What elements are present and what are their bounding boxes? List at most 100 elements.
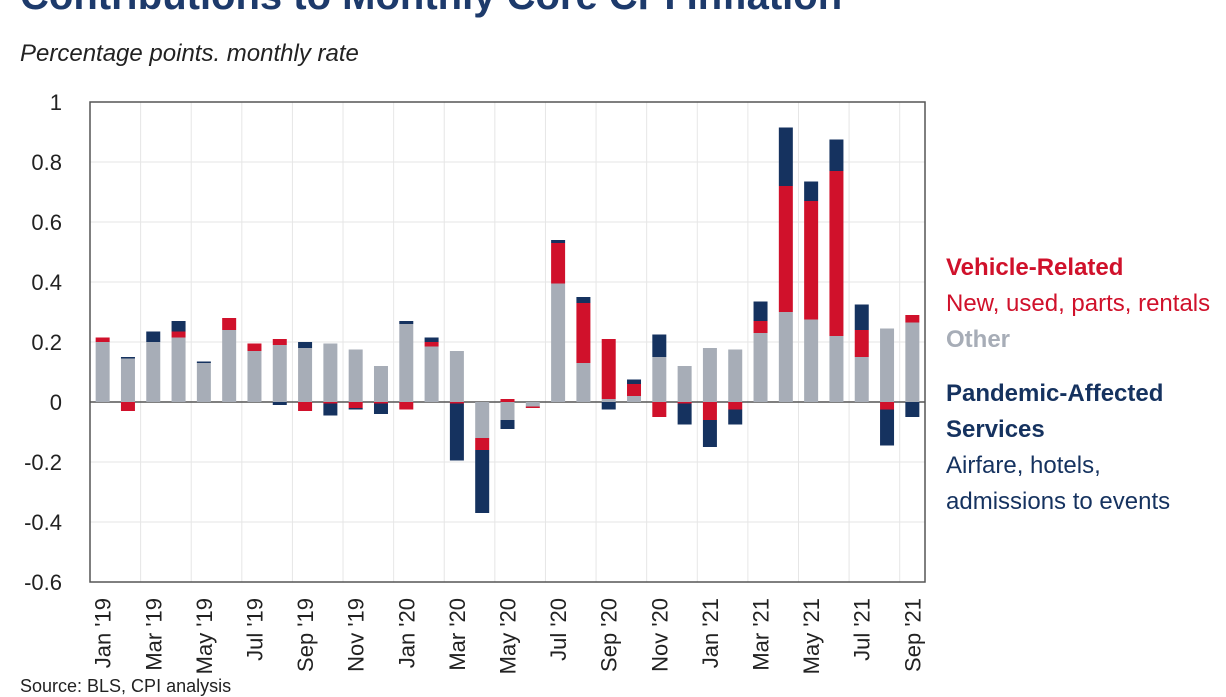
bar-segment-other [854,357,869,402]
bar-segment-vehicle-related [677,402,692,404]
stacked-bar-chart: -0.6 -0.4 -0.2 0 0.2 0.4 0.6 0.8 1 Jan '19 Mar '19… [24,90,926,674]
bar-segment-other [905,322,920,402]
bar-segment-vehicle-related [272,339,287,345]
x-tick-label: May '20 [496,598,521,674]
bar-segment-pandemic-affected-services [652,334,667,357]
bar-segment-other [196,363,211,402]
x-tick-label: Sep '21 [900,598,925,672]
bar-segment-other [348,349,363,402]
bar-segment-pandemic-affected-services [373,403,388,414]
bar-segment-other [804,319,819,402]
y-tick-label: -0.2 [24,450,62,475]
bar-segment-other [677,366,692,402]
bar-segment-pandemic-affected-services [323,403,338,416]
bar-segment-vehicle-related [627,384,642,396]
bar-segment-vehicle-related [601,339,616,399]
bar-segment-pandemic-affected-services [146,331,161,342]
bar-segment-pandemic-affected-services [576,297,591,303]
x-tick-label: Sep '19 [293,598,318,672]
x-tick-label: Mar '21 [749,598,774,671]
bar-segment-other [576,363,591,402]
bar-segment-pandemic-affected-services [905,402,920,417]
source-note: Source: BLS, CPI analysis [20,676,232,696]
bar-segment-other [702,348,717,402]
bar-segment-pandemic-affected-services [298,342,313,348]
bar-segment-pandemic-affected-services [880,409,895,446]
x-tick-label: Jul '21 [850,598,875,661]
bar-segment-pandemic-affected-services [601,402,616,410]
bar-segment-pandemic-affected-services [627,379,642,384]
legend: Vehicle-Related New, used, parts, rental… [946,250,1221,538]
bar-segment-vehicle-related [905,315,920,323]
bar-segment-vehicle-related [348,402,363,408]
y-tick-label: 1 [50,90,62,115]
x-tick-label: Jul '19 [242,598,267,661]
bar-segment-vehicle-related [525,406,540,408]
bar-segment-vehicle-related [120,402,135,411]
bar-segment-pandemic-affected-services [196,361,211,363]
bar-segment-other [728,349,743,402]
bar-segment-vehicle-related [829,171,844,336]
bar-segment-pandemic-affected-services [804,181,819,201]
bar-segment-other [627,396,642,402]
bar-segment-vehicle-related [728,402,743,410]
bar-segment-other [525,402,540,407]
bar-segment-pandemic-affected-services [753,301,768,321]
bar-segment-vehicle-related [753,321,768,333]
bar-segment-vehicle-related [551,243,566,284]
bar-segment-other [222,330,237,402]
x-tick-label: Jan '20 [394,598,419,668]
x-tick-label: May '19 [192,598,217,674]
y-tick-label: 0.6 [31,210,62,235]
x-tick-label: Sep '20 [597,598,622,672]
x-tick-label: Nov '19 [344,598,369,672]
bar-segment-vehicle-related [171,331,186,338]
bar-segment-vehicle-related [424,342,439,347]
legend-pandemic-title: Pandemic-Affected Services [946,380,1164,443]
bar-segment-other [500,402,515,420]
legend-vehicle-related: Vehicle-Related New, used, parts, rental… [946,250,1221,358]
bar-segment-vehicle-related [222,318,237,330]
bar-segment-pandemic-affected-services [829,139,844,171]
bar-segment-pandemic-affected-services [272,402,287,405]
bar-segment-other [171,337,186,402]
bar-segment-other [120,358,135,402]
bar-segment-other [146,342,161,402]
bar-segment-pandemic-affected-services [702,420,717,447]
bar-segment-pandemic-affected-services [399,321,414,324]
bar-segment-vehicle-related [247,343,262,351]
bar-segment-vehicle-related [95,337,110,342]
bar-segment-vehicle-related [778,186,793,312]
bar-segment-other [829,336,844,402]
chart-subtitle: Percentage points. monthly rate [20,40,359,67]
bar-segment-vehicle-related [500,399,515,402]
legend-pandemic-desc: Airfare, hotels, admissions to events [946,452,1171,515]
bar-segment-vehicle-related [323,402,338,404]
bar-segment-pandemic-affected-services [120,357,135,359]
bar-segment-pandemic-affected-services [475,450,490,513]
bar-segment-other [272,345,287,402]
bar-segment-other [373,366,388,402]
bar-segment-vehicle-related [298,402,313,411]
bar-segment-other [601,399,616,402]
bar-segment-pandemic-affected-services [677,403,692,425]
bar-segment-other [551,283,566,402]
bar-segment-vehicle-related [880,402,895,410]
bar-segment-vehicle-related [373,402,388,404]
bar-segment-vehicle-related [652,402,667,417]
x-tick-label: Jul '20 [546,598,571,661]
bar-segment-vehicle-related [702,402,717,420]
bar-segment-other [652,357,667,402]
legend-vehicle-title: Vehicle-Related [946,254,1124,281]
bar-segment-vehicle-related [399,402,414,410]
bar-segment-vehicle-related [804,201,819,320]
x-tick-label: Nov '20 [647,598,672,672]
bar-segment-other [880,328,895,402]
bar-segment-other [778,312,793,402]
bar-segment-pandemic-affected-services [348,408,363,410]
bar-segment-vehicle-related [475,438,490,450]
bar-segment-other [753,333,768,402]
bar-segment-pandemic-affected-services [449,403,464,461]
bar-segment-vehicle-related [576,303,591,363]
bar-segment-pandemic-affected-services [424,337,439,342]
